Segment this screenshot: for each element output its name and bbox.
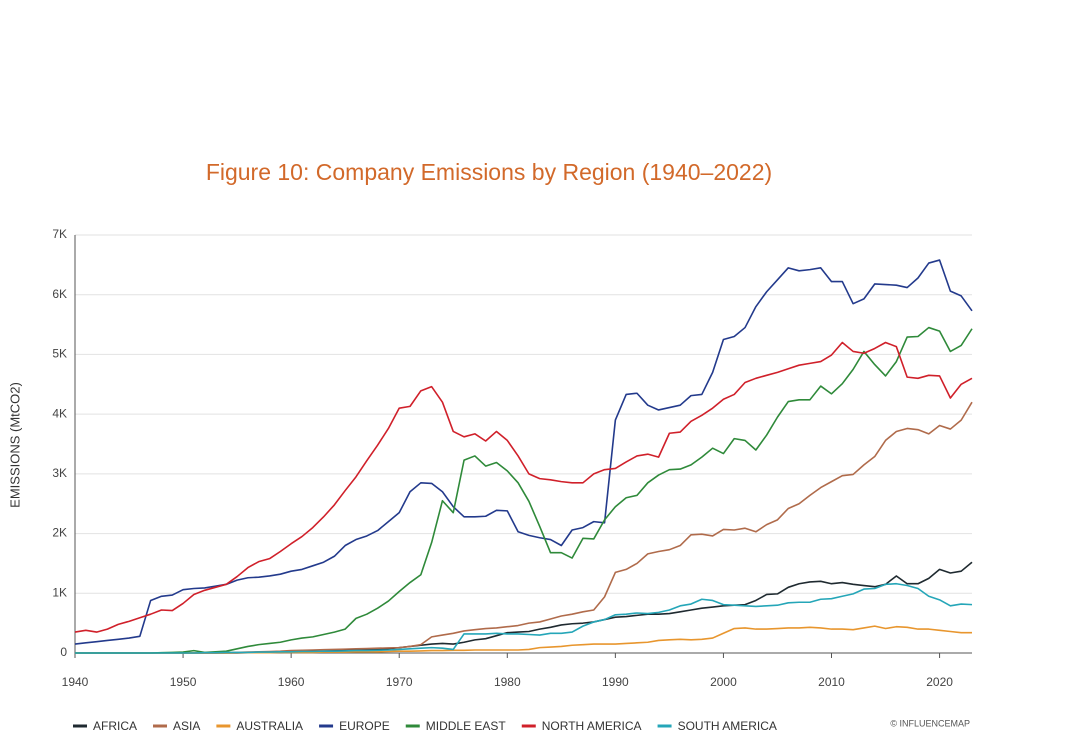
x-tick-label: 1990 xyxy=(602,675,629,689)
y-tick-label: 1K xyxy=(52,585,67,599)
series-line xyxy=(75,561,973,654)
x-tick-label: 1970 xyxy=(386,675,413,689)
y-tick-label: 0 xyxy=(60,645,67,659)
y-tick-label: 6K xyxy=(52,287,67,301)
x-tick-label: 2000 xyxy=(710,675,737,689)
y-tick-label: 4K xyxy=(52,406,67,420)
series-line xyxy=(74,259,973,645)
series-line xyxy=(75,582,973,654)
x-tick-label: 1940 xyxy=(62,675,89,689)
series-line xyxy=(74,341,973,633)
series-line xyxy=(75,401,973,654)
series-line xyxy=(75,326,973,654)
legend-label: AUSTRALIA xyxy=(236,719,303,733)
x-tick-label: 2010 xyxy=(818,675,845,689)
chart-title: Figure 10: Company Emissions by Region (… xyxy=(206,159,772,185)
y-tick-label: 7K xyxy=(52,227,67,241)
x-tick-label: 1950 xyxy=(170,675,197,689)
credit: © INFLUENCEMAP xyxy=(890,718,970,728)
x-tick-label: 1980 xyxy=(494,675,521,689)
y-tick-label: 2K xyxy=(52,526,67,540)
legend-label: AFRICA xyxy=(93,719,137,733)
legend-label: MIDDLE EAST xyxy=(426,719,507,733)
legend-label: EUROPE xyxy=(339,719,390,733)
y-tick-label: 3K xyxy=(52,466,67,480)
x-tick-label: 1960 xyxy=(278,675,305,689)
y-axis-label: EMISSIONS (MtCO2) xyxy=(7,382,22,508)
legend-label: ASIA xyxy=(173,719,200,733)
x-tick-label: 2020 xyxy=(926,675,953,689)
series-line xyxy=(75,625,972,654)
legend-label: NORTH AMERICA xyxy=(542,719,642,733)
y-tick-label: 5K xyxy=(52,347,67,361)
legend-label: SOUTH AMERICA xyxy=(678,719,777,733)
